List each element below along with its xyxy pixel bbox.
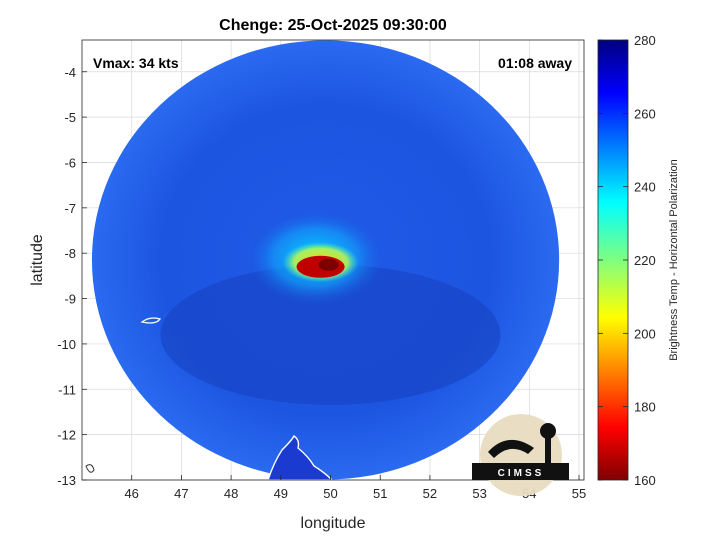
coastline	[140, 317, 162, 324]
x-axis-label: longitude	[301, 515, 366, 532]
colorbar-tick-label: 180	[634, 400, 656, 415]
x-tick-label: 46	[124, 486, 138, 501]
x-tick-label: 48	[224, 486, 238, 501]
y-tick-label: -8	[64, 246, 76, 261]
colorbar-tick-label: 240	[634, 180, 656, 195]
colorbar-tick-label: 260	[634, 106, 656, 121]
band-south	[160, 264, 501, 405]
colorbar-tick-label: 200	[634, 326, 656, 341]
y-axis-label: latitude	[29, 234, 46, 286]
vmax-annotation: Vmax: 34 kts	[93, 55, 179, 71]
y-tick-label: -9	[64, 292, 76, 307]
y-tick-label: -5	[64, 110, 76, 125]
colorbar-tick-label: 220	[634, 253, 656, 268]
colorbar-tick-label: 160	[634, 473, 656, 488]
y-tick-label: -12	[57, 428, 76, 443]
chart-title: Chenge: 25-Oct-2025 09:30:00	[219, 17, 447, 34]
x-tick-label: 51	[373, 486, 387, 501]
swath-layer	[85, 40, 560, 480]
coastline-island	[267, 434, 333, 480]
x-tick-label: 47	[174, 486, 188, 501]
y-tick-label: -4	[64, 65, 76, 80]
axes-box	[81, 39, 585, 481]
y-tick-label: -10	[57, 337, 76, 352]
coastline-left	[85, 464, 95, 473]
y-tick-label: -6	[64, 155, 76, 170]
y-tick-label: -7	[64, 201, 76, 216]
colorbar-ticks: 160 180 200 220 240 260 280	[598, 33, 656, 488]
cimss-logo-text: CIMSS	[498, 468, 545, 479]
x-tick-label: 49	[274, 486, 288, 501]
cimss-logo: CIMSS	[472, 414, 569, 496]
x-tick-label: 52	[423, 486, 437, 501]
core-dark	[318, 258, 339, 271]
colorbar-tick-label: 280	[634, 33, 656, 48]
colorbar-label: Brightness Temp - Horizontal Polarizatio…	[668, 159, 680, 361]
x-tick-label: 53	[472, 486, 486, 501]
y-tick-label: -11	[58, 382, 76, 397]
distance-annotation: 01:08 away	[498, 55, 572, 71]
x-tick-label: 55	[572, 486, 586, 501]
x-tick-label: 50	[323, 486, 337, 501]
y-ticks: -4 -5 -6 -7 -8 -9 -10 -11 -12 -13	[57, 65, 87, 488]
y-tick-label: -13	[57, 473, 76, 488]
